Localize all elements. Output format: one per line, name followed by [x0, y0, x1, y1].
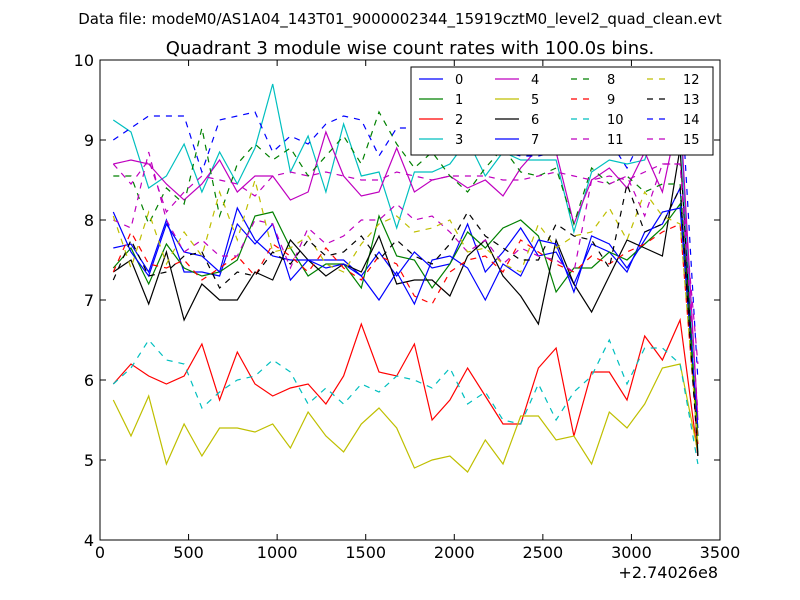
- legend-label-15: 15: [683, 133, 700, 148]
- y-tick-label: 7: [84, 291, 94, 310]
- x-tick-label: 0: [95, 543, 105, 562]
- y-tick-label: 4: [84, 531, 94, 550]
- legend-label-11: 11: [607, 133, 624, 148]
- legend-label-8: 8: [607, 73, 615, 88]
- y-tick-label: 6: [84, 371, 94, 390]
- chart-title: Quadrant 3 module wise count rates with …: [166, 38, 655, 59]
- legend-label-5: 5: [531, 93, 539, 108]
- legend-box: [410, 66, 714, 156]
- series-line-5: [112, 363, 699, 473]
- series-line-11: [113, 151, 699, 413]
- legend-label-9: 9: [607, 93, 615, 108]
- series-line-9: [112, 223, 699, 445]
- legend-label-14: 14: [683, 113, 700, 128]
- series-line-6: [112, 147, 699, 457]
- y-tick-label: 9: [84, 131, 94, 150]
- legend-label-4: 4: [531, 73, 539, 88]
- figure-suptitle: Data file: modeM0/AS1A04_143T01_90000023…: [78, 10, 722, 29]
- y-tick-label: 8: [84, 211, 94, 230]
- series-line-12: [112, 177, 699, 445]
- series-line-8: [113, 110, 699, 437]
- x-tick-label: 1500: [345, 543, 386, 562]
- y-tick-label: 5: [84, 451, 94, 470]
- x-tick-label: 500: [173, 543, 204, 562]
- legend-label-3: 3: [455, 133, 463, 148]
- y-tick-label: 10: [74, 51, 94, 70]
- legend-label-12: 12: [683, 73, 700, 88]
- legend-label-7: 7: [531, 133, 539, 148]
- series-line-10: [112, 338, 699, 465]
- series-line-14: [112, 71, 699, 381]
- x-offset-label: +2.74026e8: [618, 563, 718, 582]
- legend-label-10: 10: [607, 113, 624, 128]
- x-tick-label: 3000: [611, 543, 652, 562]
- series-layer: [112, 71, 699, 473]
- x-tick-label: 1000: [257, 543, 298, 562]
- series-line-15: [112, 158, 699, 365]
- legend-label-6: 6: [531, 113, 539, 128]
- legend-label-1: 1: [455, 93, 463, 108]
- x-tick-label: 2500: [522, 543, 563, 562]
- legend-label-2: 2: [455, 113, 463, 128]
- x-tick-label: 3500: [700, 543, 741, 562]
- legend-label-13: 13: [683, 93, 700, 108]
- legend-label-0: 0: [455, 73, 463, 88]
- x-tick-label: 2000: [434, 543, 475, 562]
- series-line-13: [112, 181, 699, 457]
- series-line-7: [112, 206, 699, 429]
- series-line-2: [112, 317, 699, 457]
